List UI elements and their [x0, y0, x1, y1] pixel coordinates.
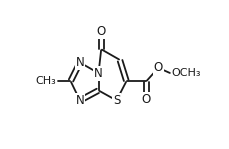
Text: N: N: [76, 94, 84, 107]
Text: O: O: [154, 61, 163, 74]
Text: O: O: [142, 93, 151, 106]
Text: OCH₃: OCH₃: [172, 68, 201, 78]
Text: N: N: [76, 56, 84, 69]
Text: S: S: [113, 94, 120, 107]
Text: CH₃: CH₃: [35, 76, 56, 86]
Text: N: N: [94, 67, 103, 80]
Text: O: O: [97, 25, 106, 38]
